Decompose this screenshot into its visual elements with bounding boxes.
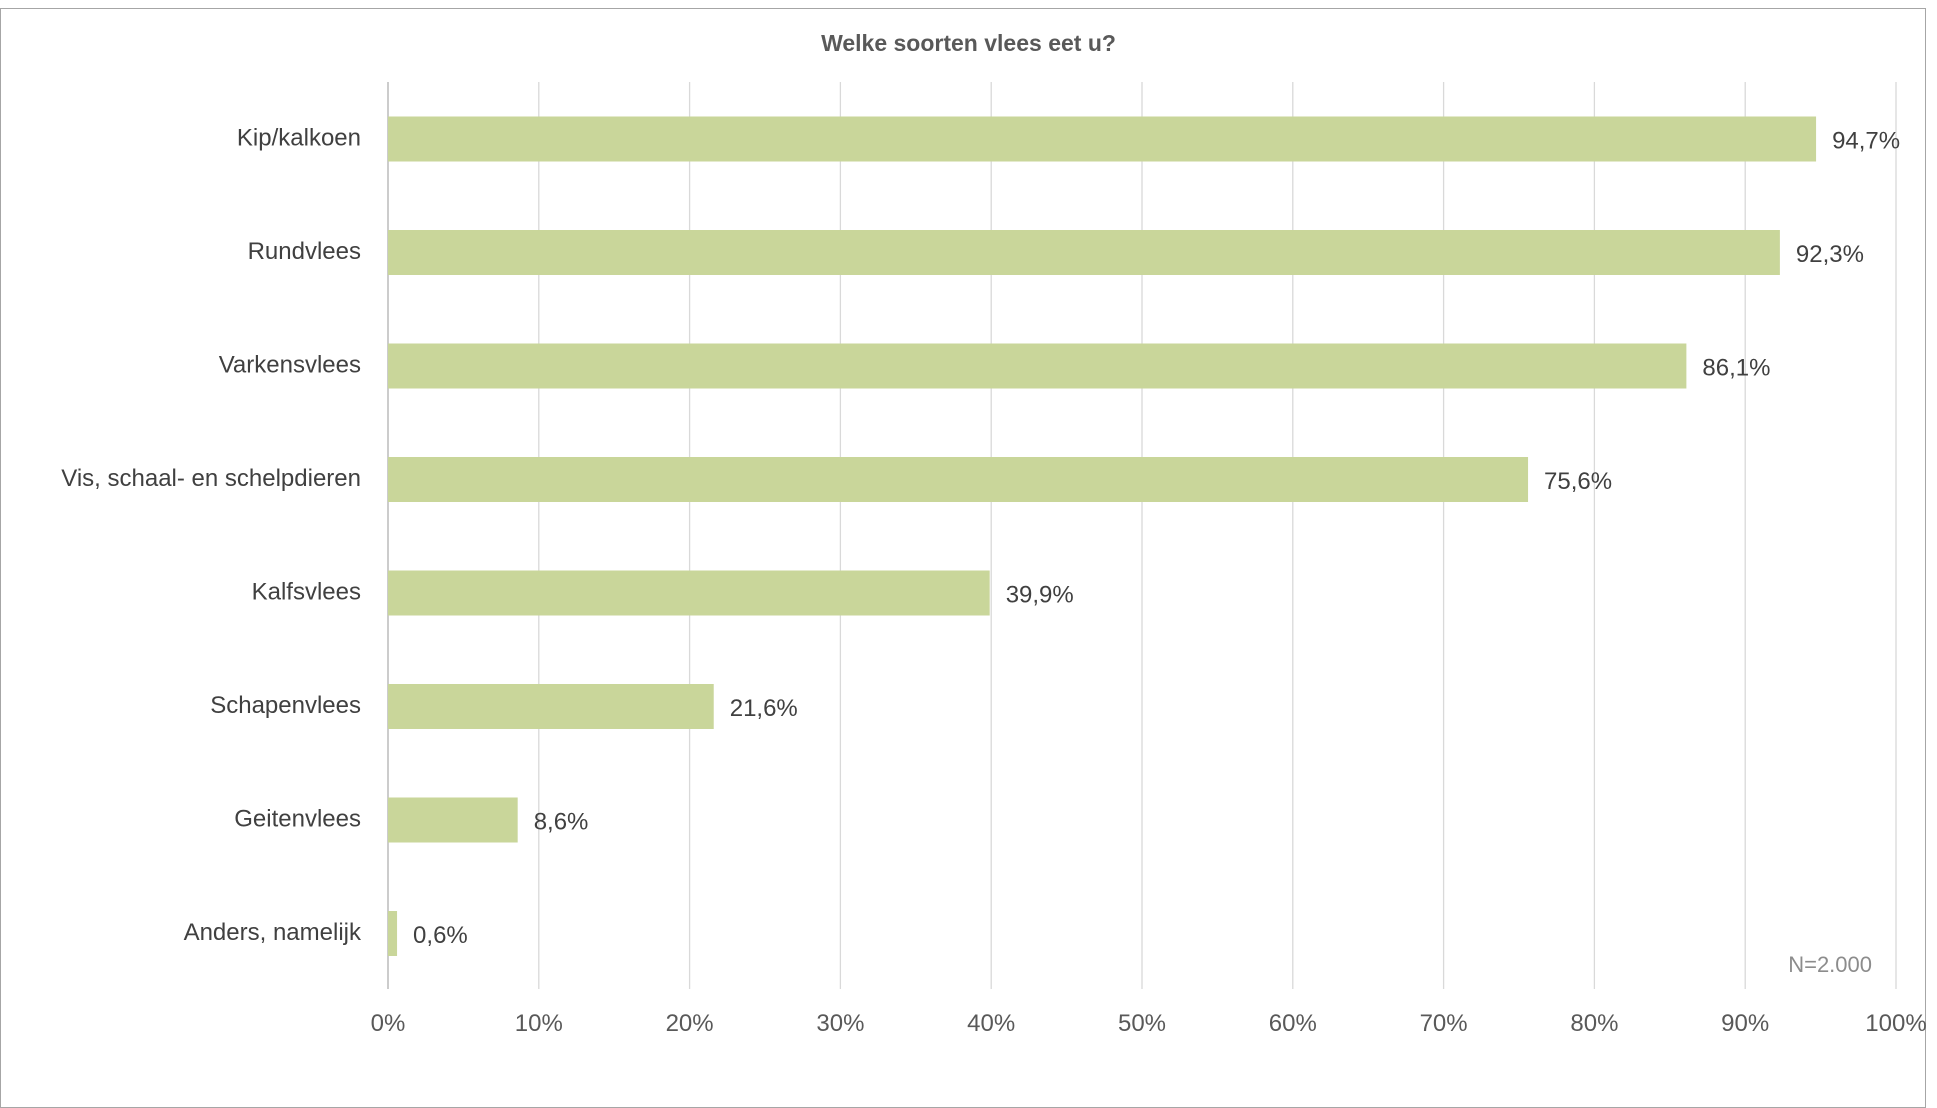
bar <box>388 343 1687 389</box>
category-label: Geitenvlees <box>234 805 361 832</box>
category-label: Varkensvlees <box>219 351 361 378</box>
x-tick-label: 0% <box>371 1010 406 1037</box>
chart-frame <box>0 8 1926 1108</box>
category-label: Anders, namelijk <box>184 919 362 946</box>
x-tick-label: 100% <box>1865 1010 1926 1037</box>
x-tick-label: 20% <box>666 1010 714 1037</box>
bar <box>388 684 714 729</box>
value-label: 94,7% <box>1832 127 1900 154</box>
x-tick-label: 40% <box>967 1010 1015 1037</box>
value-label: 75,6% <box>1544 468 1612 495</box>
x-tick-label: 50% <box>1118 1010 1166 1037</box>
bars <box>388 116 1817 956</box>
x-tick-label: 30% <box>816 1010 864 1037</box>
sample-size-note: N=2.000 <box>1788 952 1872 977</box>
bar <box>388 230 1780 275</box>
category-labels: Kip/kalkoen Rundvlees Varkensvlees Vis, sch… <box>61 124 362 946</box>
chart-title: Welke soorten vlees eet u? <box>821 30 1116 56</box>
x-tick-labels: 0% 10% 20% 30% 40% 50% 60% 70% 80% 90% 100% <box>371 1010 1927 1037</box>
category-label: Kip/kalkoen <box>237 124 361 151</box>
category-label: Rundvlees <box>248 238 361 265</box>
x-tick-label: 70% <box>1420 1010 1468 1037</box>
bar <box>388 570 990 616</box>
x-tick-label: 60% <box>1269 1010 1317 1037</box>
value-label: 39,9% <box>1006 581 1074 608</box>
value-label: 0,6% <box>413 922 468 949</box>
bar <box>388 116 1817 162</box>
x-tick-label: 90% <box>1721 1010 1769 1037</box>
x-tick-label: 80% <box>1570 1010 1618 1037</box>
bar <box>388 911 398 956</box>
category-label: Kalfsvlees <box>252 578 361 605</box>
bar-chart: Kip/kalkoen Rundvlees Varkensvlees Vis, sch… <box>61 82 1927 1037</box>
x-tick-label: 10% <box>515 1010 563 1037</box>
value-labels: 94,7% 92,3% 86,1% 75,6% 39,9% 21,6% 8,6% 0,6% <box>413 127 1900 949</box>
value-label: 92,3% <box>1796 241 1864 268</box>
category-label: Vis, schaal- en schelpdieren <box>61 465 361 492</box>
value-label: 8,6% <box>534 808 589 835</box>
value-label: 21,6% <box>730 695 798 722</box>
value-label: 86,1% <box>1702 354 1770 381</box>
gridlines <box>387 82 1897 989</box>
bar <box>388 797 518 843</box>
bar <box>388 457 1529 502</box>
category-label: Schapenvlees <box>210 692 361 719</box>
